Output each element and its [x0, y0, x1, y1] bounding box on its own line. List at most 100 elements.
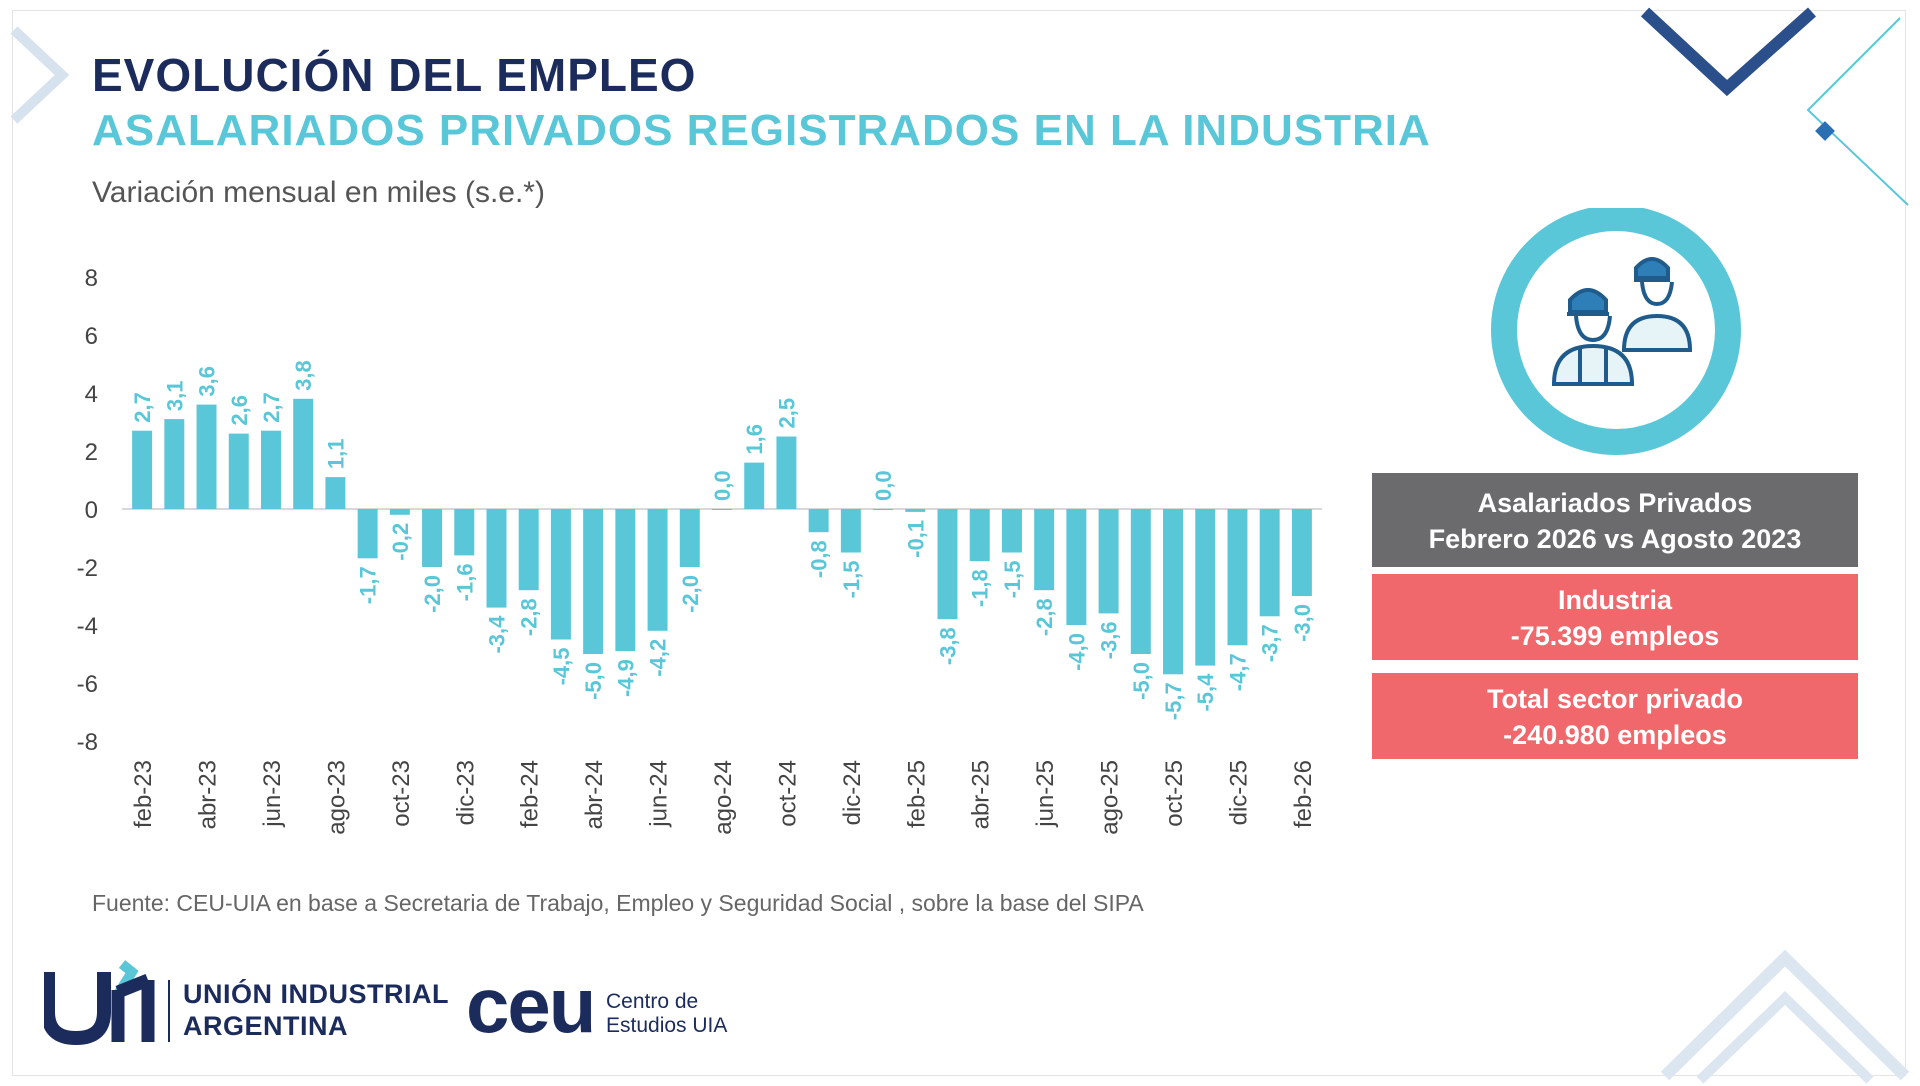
y-tick-label: 8: [85, 265, 98, 292]
uia-wordmark: UNIÓN INDUSTRIAL ARGENTINA: [183, 978, 449, 1042]
x-tick-label: abr-23: [195, 760, 222, 829]
bar-jun-24: [647, 509, 668, 631]
x-tick-label: jun-24: [646, 760, 673, 828]
x-tick-label: ago-24: [710, 760, 737, 835]
chart-caption: Variación mensual en miles (s.e.*): [92, 176, 545, 209]
top-right-chevron-decoration: [1640, 7, 1816, 97]
info-heading-line2: Febrero 2026 vs Agosto 2023: [1428, 524, 1802, 554]
x-tick-label: abr-25: [968, 760, 995, 829]
data-label: -1,7: [356, 566, 381, 604]
x-tick-label: feb-24: [517, 760, 544, 828]
y-tick-label: -6: [77, 671, 98, 698]
x-tick-label: dic-24: [839, 760, 866, 825]
bar-jul-24: [679, 509, 700, 567]
x-tick-label: ago-25: [1097, 760, 1124, 835]
bar-ago-25: [1098, 509, 1119, 614]
data-label: 2,7: [259, 392, 284, 423]
data-label: -3,6: [1097, 621, 1122, 659]
bar-jul-23: [293, 398, 314, 509]
data-label: -1,6: [452, 563, 477, 601]
bar-nov-25: [1195, 509, 1216, 666]
x-tick-label: dic-25: [1225, 760, 1252, 825]
data-label: -5,4: [1193, 673, 1218, 712]
data-label: -2,8: [517, 598, 542, 636]
bar-ene-24: [486, 509, 507, 608]
uia-line2: ARGENTINA: [183, 1011, 348, 1041]
x-tick-label: oct-23: [388, 760, 415, 827]
bar-mar-24: [550, 509, 571, 640]
data-label: -1,5: [1000, 561, 1025, 599]
bar-sep-23: [357, 509, 378, 559]
page-title: EVOLUCIÓN DEL EMPLEO: [92, 49, 697, 101]
x-tick-label: feb-26: [1290, 760, 1317, 828]
page-subtitle: ASALARIADOS PRIVADOS REGISTRADOS EN LA I…: [92, 106, 1431, 155]
data-label: -0,8: [807, 540, 832, 578]
x-tick-label: abr-24: [581, 760, 608, 829]
data-label: 1,1: [323, 439, 348, 470]
left-chevron-decoration: [10, 26, 70, 124]
total-value: -240.980 empleos: [1503, 720, 1727, 750]
uia-logo-mark: [44, 960, 155, 1046]
workers-icon: [1491, 208, 1741, 455]
data-label: -4,2: [646, 639, 671, 677]
info-heading-line1: Asalariados Privados: [1477, 488, 1753, 518]
industria-value: -75.399 empleos: [1510, 621, 1720, 651]
data-label: -5,7: [1161, 682, 1186, 720]
data-label: -3,0: [1290, 604, 1315, 642]
data-label: -4,7: [1225, 653, 1250, 691]
x-tick-label: jun-25: [1032, 760, 1059, 828]
bar-dic-24: [840, 509, 861, 553]
x-tick-label: dic-23: [452, 760, 479, 825]
data-label: 2,7: [130, 392, 155, 423]
data-label: -5,0: [581, 662, 606, 700]
data-label: 3,8: [291, 360, 316, 391]
bar-ene-26: [1259, 509, 1280, 617]
bar-feb-24: [518, 509, 539, 591]
data-label: -2,0: [678, 575, 703, 613]
x-tick-label: jun-23: [259, 760, 286, 828]
ceu-line2: Estudios UIA: [606, 1014, 728, 1037]
bar-jun-23: [260, 430, 281, 509]
ceu-line1: Centro de: [606, 990, 699, 1013]
bar-ago-23: [325, 477, 346, 509]
bar-oct-24: [776, 436, 797, 509]
data-label: -1,5: [839, 561, 864, 599]
bar-may-25: [1001, 509, 1022, 553]
data-label: 2,6: [227, 395, 252, 426]
bottom-right-chevron-decoration-2: [1696, 991, 1874, 1084]
info-heading-box: Asalariados Privados Febrero 2026 vs Ago…: [1372, 473, 1858, 567]
bar-abr-23: [196, 404, 217, 509]
x-tick-label: oct-24: [774, 760, 801, 827]
bar-ago-24: [712, 509, 732, 510]
bar-oct-25: [1163, 509, 1184, 675]
bar-feb-25: [905, 509, 926, 512]
data-label: -5,0: [1129, 662, 1154, 700]
bar-mar-23: [164, 419, 185, 509]
bar-jun-25: [1034, 509, 1055, 591]
data-label: -3,7: [1258, 624, 1283, 662]
bar-dic-23: [454, 509, 475, 556]
x-tick-label: feb-25: [903, 760, 930, 828]
ceu-wordmark: Centro de Estudios UIA: [606, 990, 727, 1038]
bar-sep-24: [744, 462, 765, 509]
bottom-right-chevron-decoration: [1660, 949, 1910, 1081]
data-label: 1,6: [742, 424, 767, 455]
data-label: -0,2: [388, 523, 413, 561]
bar-sep-25: [1130, 509, 1151, 654]
y-tick-label: -2: [77, 555, 98, 582]
data-label: 0,0: [710, 470, 735, 501]
data-label: 3,1: [162, 381, 187, 412]
bar-jul-25: [1066, 509, 1087, 625]
x-tick-label: feb-23: [130, 760, 157, 828]
bar-ene-25: [873, 509, 894, 510]
source-note: Fuente: CEU-UIA en base a Secretaria de …: [92, 890, 1144, 916]
bar-oct-23: [389, 509, 410, 515]
y-tick-label: 6: [85, 323, 98, 350]
bar-nov-23: [422, 509, 443, 567]
bar-dic-25: [1227, 509, 1248, 646]
bar-may-24: [615, 509, 636, 652]
data-label: -4,0: [1064, 633, 1089, 671]
data-label: -2,0: [420, 575, 445, 613]
bar-abr-25: [969, 509, 990, 562]
